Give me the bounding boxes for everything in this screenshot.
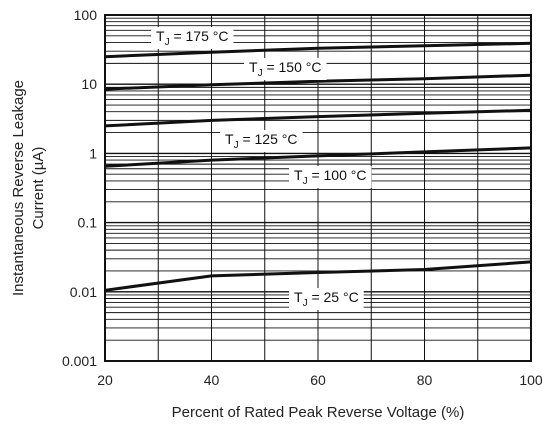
y-tick-label: 0.01 [70, 284, 97, 300]
series-line [104, 108, 532, 128]
y-tick-label: 100 [74, 7, 98, 23]
series-line [104, 73, 532, 91]
curve-label: TJ = 25 °C [294, 289, 359, 309]
curve-label-background [151, 27, 234, 49]
curve-label-background [289, 166, 372, 188]
y-tick-label: 0.001 [62, 353, 97, 369]
series-line [104, 260, 532, 292]
plot-frame [104, 14, 532, 362]
curve-label: TJ = 100 °C [294, 167, 366, 187]
x-tick-label: 60 [310, 372, 326, 388]
x-tick-label: 80 [417, 372, 433, 388]
x-tick-labels: 20 40 60 80 100 [97, 372, 543, 388]
curve-label-background [244, 58, 327, 80]
y-tick-labels: 100 10 1 0.1 0.01 0.001 [62, 7, 97, 369]
series-line [104, 41, 532, 59]
curve-label: TJ = 125 °C [225, 131, 297, 151]
curve-label-background [220, 130, 303, 152]
y-axis-title-line-1: Instantaneous Reverse Leakage [10, 80, 27, 296]
y-tick-label: 1 [89, 145, 97, 161]
curve-label: TJ = 175 °C [156, 28, 228, 48]
series-line [104, 146, 532, 168]
y-tick-label: 0.1 [78, 215, 98, 231]
y-tick-label: 10 [81, 76, 97, 92]
curve-label-group: TJ = 175 °C TJ = 150 °C TJ = 125 °C TJ = 10… [151, 27, 372, 310]
x-axis-title: Percent of Rated Peak Reverse Voltage (%… [172, 404, 465, 421]
curve-group [104, 41, 532, 292]
x-tick-label: 20 [97, 372, 113, 388]
x-tick-label: 40 [204, 372, 220, 388]
x-tick-label: 100 [519, 372, 543, 388]
curve-label-background [289, 288, 364, 310]
curve-label: TJ = 150 °C [249, 59, 321, 79]
y-axis-title-line-2: Current (µA) [30, 147, 47, 230]
